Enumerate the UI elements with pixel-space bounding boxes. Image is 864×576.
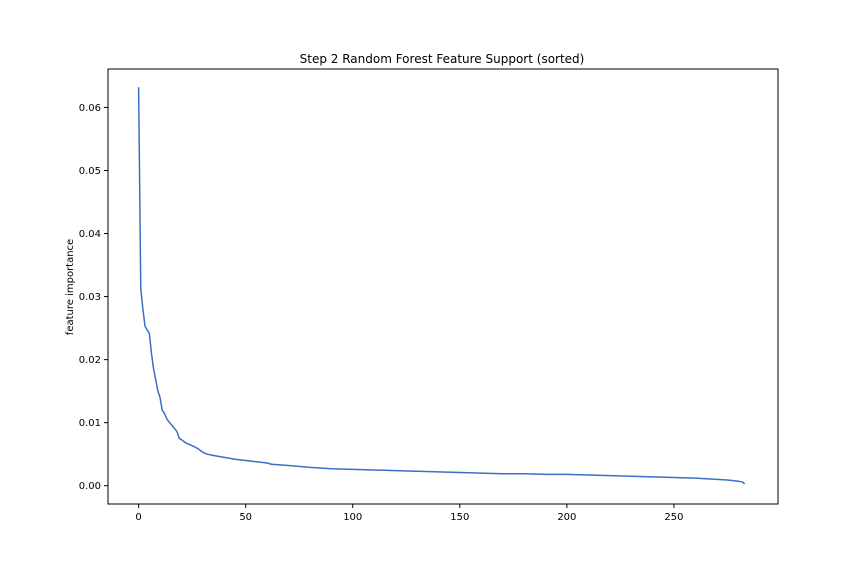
y-tick-label: 0.06 [79, 103, 101, 114]
x-axis: 0 50 100 150 200 250 [135, 504, 683, 523]
y-axis-label: feature importance [65, 239, 76, 335]
y-tick-label: 0.02 [79, 355, 101, 366]
x-tick-label: 50 [239, 512, 252, 523]
x-tick-label: 100 [343, 512, 362, 523]
x-tick-label: 150 [450, 512, 469, 523]
x-tick-label: 200 [557, 512, 576, 523]
chart-title: Step 2 Random Forest Feature Support (so… [300, 52, 585, 66]
plot-area-frame [107, 68, 779, 505]
y-tick-label: 0.03 [79, 292, 101, 303]
y-tick-label: 0.01 [79, 418, 101, 429]
importance-line [137, 87, 746, 485]
y-tick-label: 0.00 [79, 481, 101, 492]
y-axis: 0.00 0.01 0.02 0.03 0.04 0.05 0.06 [79, 103, 108, 492]
y-tick-label: 0.05 [79, 166, 101, 177]
x-tick-label: 0 [135, 512, 141, 523]
y-tick-label: 0.04 [79, 229, 101, 240]
x-tick-label: 250 [664, 512, 683, 523]
